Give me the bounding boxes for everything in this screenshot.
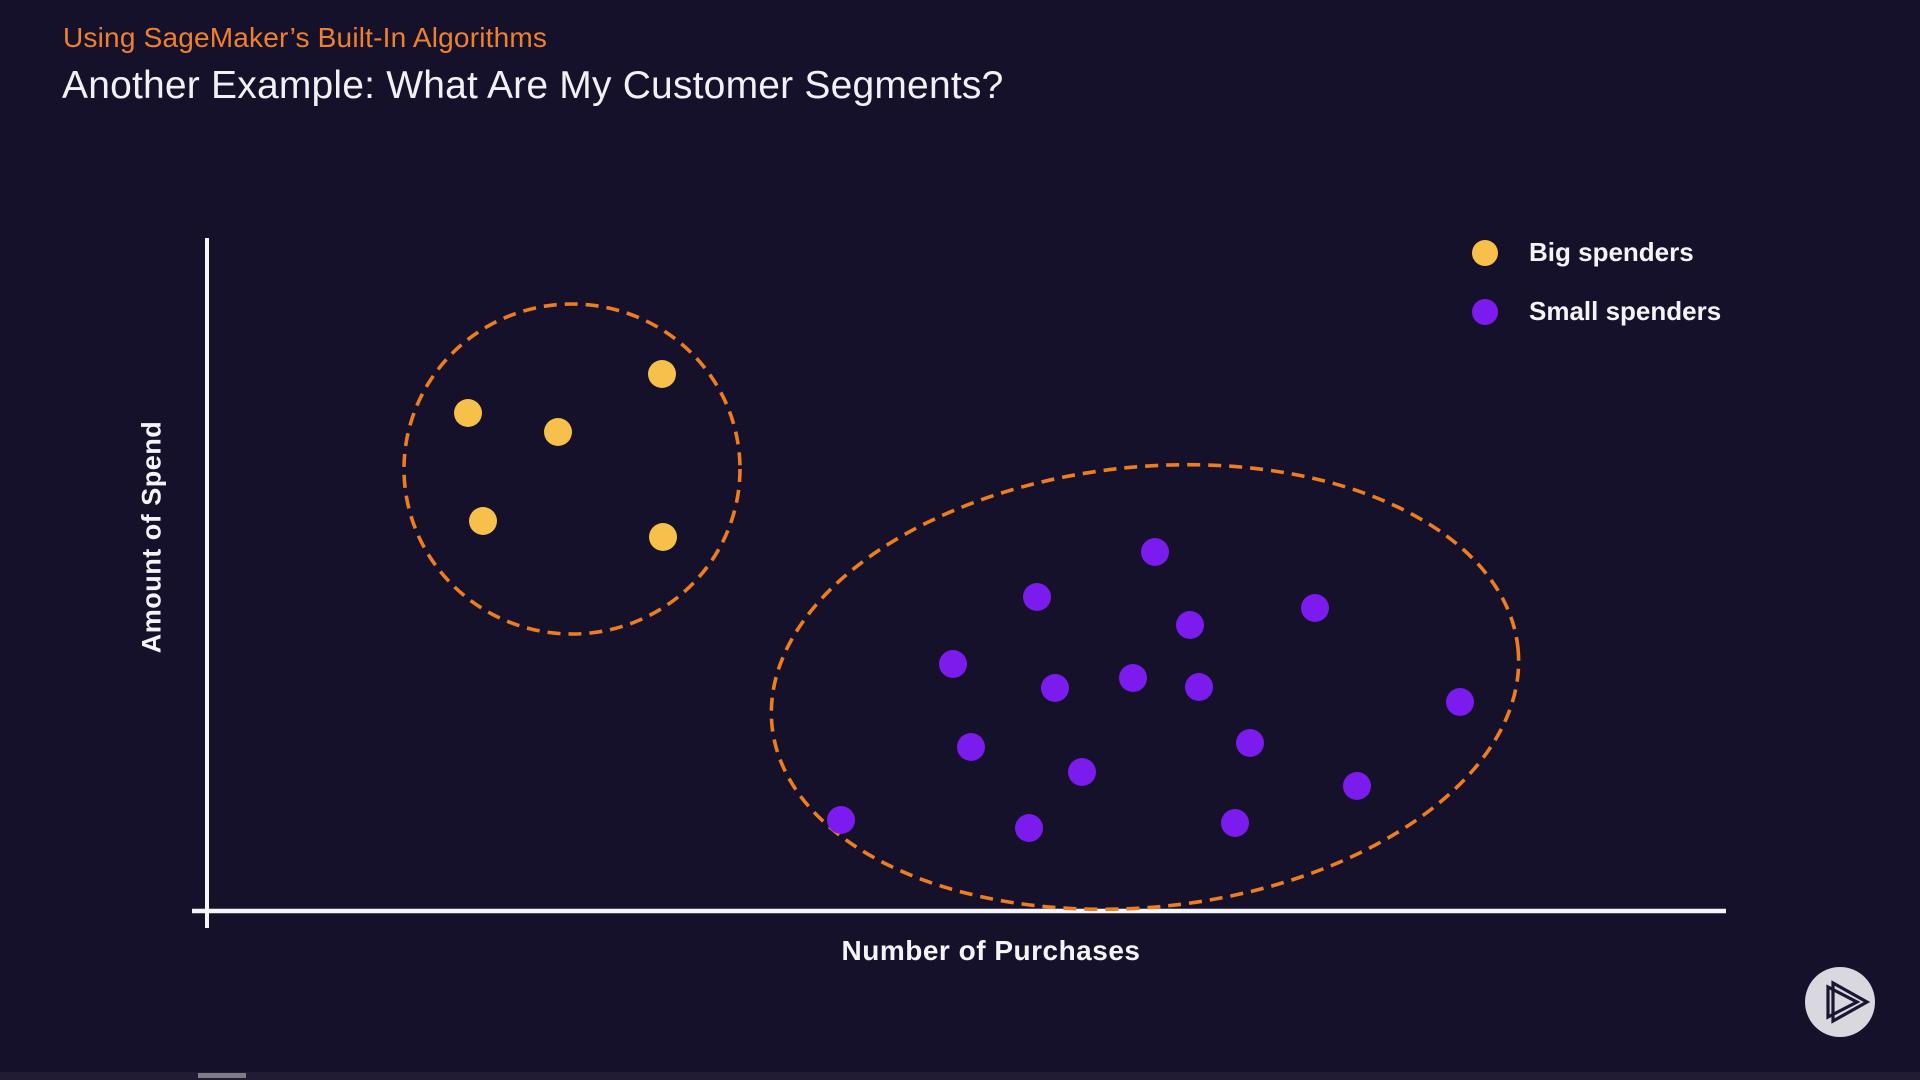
data-point-small-spenders (1023, 583, 1051, 611)
y-axis-label: Amount of Spend (136, 420, 167, 654)
data-point-big-spenders (649, 523, 677, 551)
data-point-big-spenders (454, 399, 482, 427)
data-point-small-spenders (1221, 809, 1249, 837)
data-point-big-spenders (544, 418, 572, 446)
progress-segment (198, 1073, 246, 1078)
data-point-small-spenders (1119, 664, 1147, 692)
data-point-small-spenders (1176, 611, 1204, 639)
small-spenders-cluster (769, 462, 1521, 912)
data-point-small-spenders (1068, 758, 1096, 786)
pluralsight-play-icon (1805, 967, 1875, 1037)
legend-label-small-spenders: Small spenders (1529, 296, 1722, 326)
data-point-big-spenders (469, 507, 497, 535)
slide-eyebrow: Using SageMaker’s Built-In Algorithms (63, 22, 548, 53)
data-point-small-spenders (1343, 772, 1371, 800)
legend-item-small-spenders: Small spenders (1472, 296, 1721, 327)
data-point-small-spenders (1446, 688, 1474, 716)
data-point-small-spenders (957, 733, 985, 761)
data-point-small-spenders (1041, 674, 1069, 702)
page-title: Another Example: What Are My Customer Se… (62, 64, 1004, 107)
data-point-small-spenders (1141, 538, 1169, 566)
big-spenders-cluster (402, 302, 742, 636)
data-point-small-spenders (939, 650, 967, 678)
data-point-big-spenders (648, 360, 676, 388)
x-axis-label: Number of Purchases (841, 935, 1141, 966)
legend-item-big-spenders: Big spenders (1472, 237, 1721, 268)
big-spenders-swatch-icon (1472, 239, 1498, 266)
chart-legend: Big spenders Small spenders (1472, 237, 1721, 327)
video-progress-bar[interactable] (0, 1072, 1920, 1080)
data-point-small-spenders (1301, 594, 1329, 622)
data-point-small-spenders (1185, 673, 1213, 701)
data-point-small-spenders (1236, 729, 1264, 757)
data-point-small-spenders (1015, 814, 1043, 842)
player-logo-button[interactable] (1805, 967, 1875, 1037)
small-spenders-swatch-icon (1472, 298, 1498, 325)
data-point-small-spenders (827, 806, 855, 834)
legend-label-big-spenders: Big spenders (1529, 237, 1694, 267)
